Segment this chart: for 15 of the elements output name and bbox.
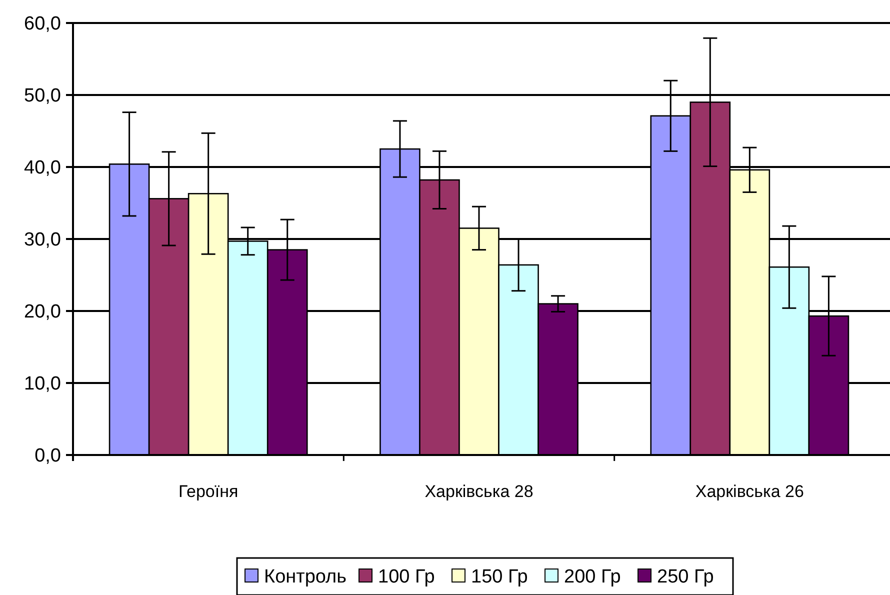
y-tick-label: 10,0 <box>24 374 61 395</box>
legend-label: 250 Гр <box>657 566 714 588</box>
y-tick-label: 40,0 <box>24 158 61 179</box>
y-tick-label: 20,0 <box>24 302 61 323</box>
legend-label: 200 Гр <box>564 566 621 588</box>
y-tick-label: 60,0 <box>24 14 61 35</box>
y-tick-label: 30,0 <box>24 230 61 251</box>
y-tick-label: 0,0 <box>34 446 61 467</box>
x-tick-label: Харківська 28 <box>424 482 534 501</box>
y-tick-label: 50,0 <box>24 86 61 107</box>
x-tick-label: Харківська 26 <box>695 482 804 501</box>
legend-label: 150 Гр <box>471 566 528 588</box>
legend-label: Контроль <box>264 566 347 588</box>
legend-label: 100 Гр <box>378 566 435 588</box>
x-tick-label: Героїня <box>178 482 238 501</box>
